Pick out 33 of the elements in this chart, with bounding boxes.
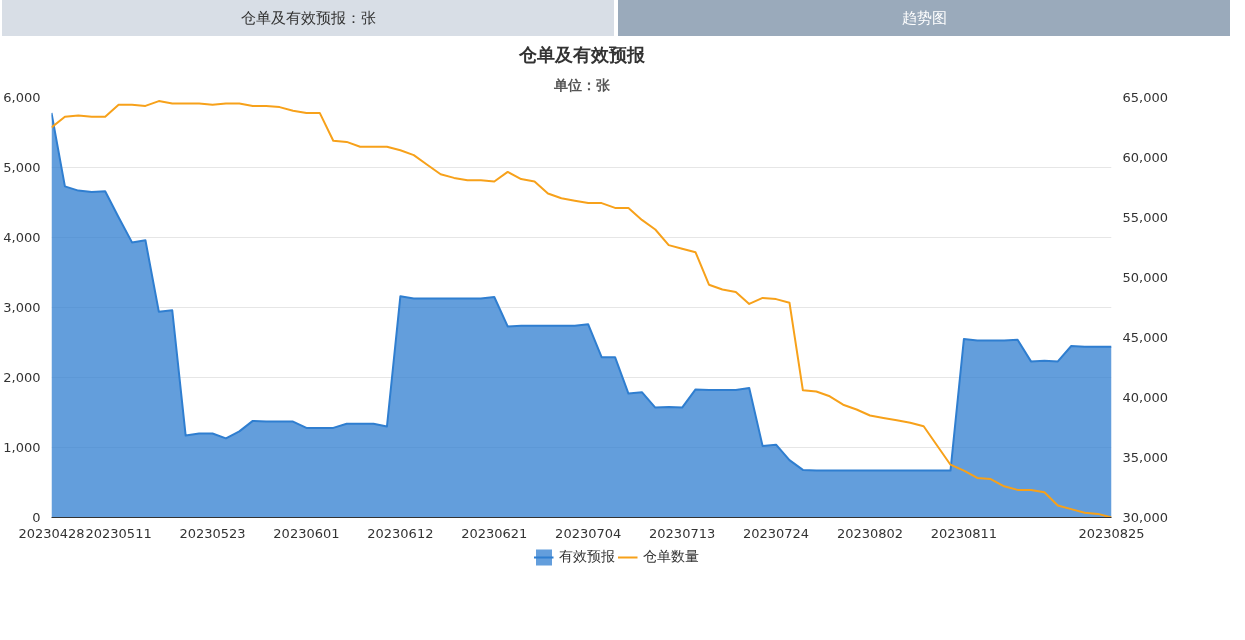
y-tick-label: 2,000	[3, 370, 41, 385]
y2-tick-label: 40,000	[1122, 390, 1168, 405]
x-tick-label: 20230601	[273, 525, 340, 541]
y-tick-label: 5,000	[3, 160, 41, 175]
x-tick-label: 20230523	[179, 525, 246, 541]
x-tick-label: 20230811	[930, 525, 997, 541]
x-tick-label: 20230724	[742, 525, 810, 541]
x-tick-label: 20230825	[1078, 525, 1145, 541]
x-tick-label: 20230621	[461, 525, 528, 541]
y-tick-label: 4,000	[3, 230, 41, 245]
y2-tick-label: 55,000	[1122, 210, 1168, 225]
legend-label: 仓单数量	[642, 548, 699, 566]
x-tick-label: 20230612	[367, 525, 434, 541]
x-tick-label: 20230704	[555, 525, 622, 541]
chart-title: 仓单及有效预报	[517, 43, 646, 65]
y2-tick-label: 50,000	[1122, 270, 1168, 285]
y2-tick-label: 45,000	[1122, 330, 1168, 345]
y2-tick-label: 65,000	[1122, 90, 1168, 105]
x-tick-label: 20230802	[836, 525, 904, 541]
y-tick-label: 3,000	[3, 300, 41, 315]
text: 趋势图	[901, 8, 947, 29]
chart-subtitle: 单位：张	[552, 76, 611, 93]
y2-tick-label: 35,000	[1122, 450, 1168, 465]
y-tick-label: 6,000	[3, 90, 41, 105]
y-tick-label: 1,000	[3, 440, 41, 455]
y2-tick-label: 60,000	[1122, 150, 1168, 165]
x-tick-label: 20230428	[18, 525, 85, 541]
x-tick-label: 20230713	[649, 525, 716, 541]
x-tick-label: 20230511	[85, 525, 152, 541]
y-tick-label: 0	[32, 510, 41, 525]
y2-tick-label: 30,000	[1122, 510, 1168, 525]
legend-label: 有效预报	[558, 548, 615, 566]
text: 仓单及有效预报：张	[240, 8, 376, 29]
